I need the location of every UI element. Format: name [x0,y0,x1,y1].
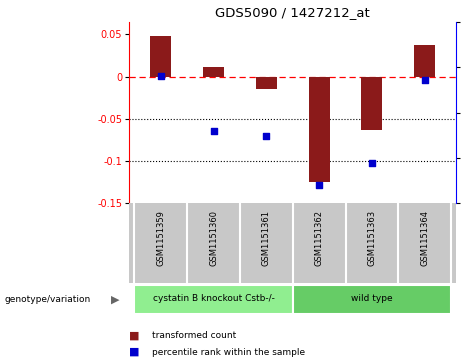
Text: GSM1151364: GSM1151364 [420,210,429,266]
Bar [414,45,435,77]
Text: cystatin B knockout Cstb-/-: cystatin B knockout Cstb-/- [153,294,274,303]
Bar [150,36,171,77]
Bar [134,285,293,314]
Text: GSM1151360: GSM1151360 [209,210,218,266]
Text: GSM1151359: GSM1151359 [156,210,165,266]
Text: GSM1151361: GSM1151361 [262,210,271,266]
Point [421,77,428,83]
Point [210,128,217,134]
Bar [308,77,330,182]
Bar [361,77,383,130]
Bar [293,285,451,314]
Text: wild type: wild type [351,294,393,303]
Title: GDS5090 / 1427212_at: GDS5090 / 1427212_at [215,6,370,19]
Text: GSM1151363: GSM1151363 [367,210,377,266]
Text: ■: ■ [129,347,140,357]
Point [157,73,165,79]
Text: ▶: ▶ [111,294,119,305]
Text: GSM1151362: GSM1151362 [314,210,324,266]
Point [315,182,323,188]
Text: ■: ■ [129,331,140,341]
Point [263,133,270,139]
Point [368,160,376,166]
Text: percentile rank within the sample: percentile rank within the sample [152,348,305,356]
Text: transformed count: transformed count [152,331,236,340]
Text: genotype/variation: genotype/variation [5,295,91,304]
Bar [256,77,277,89]
Bar [203,66,224,77]
